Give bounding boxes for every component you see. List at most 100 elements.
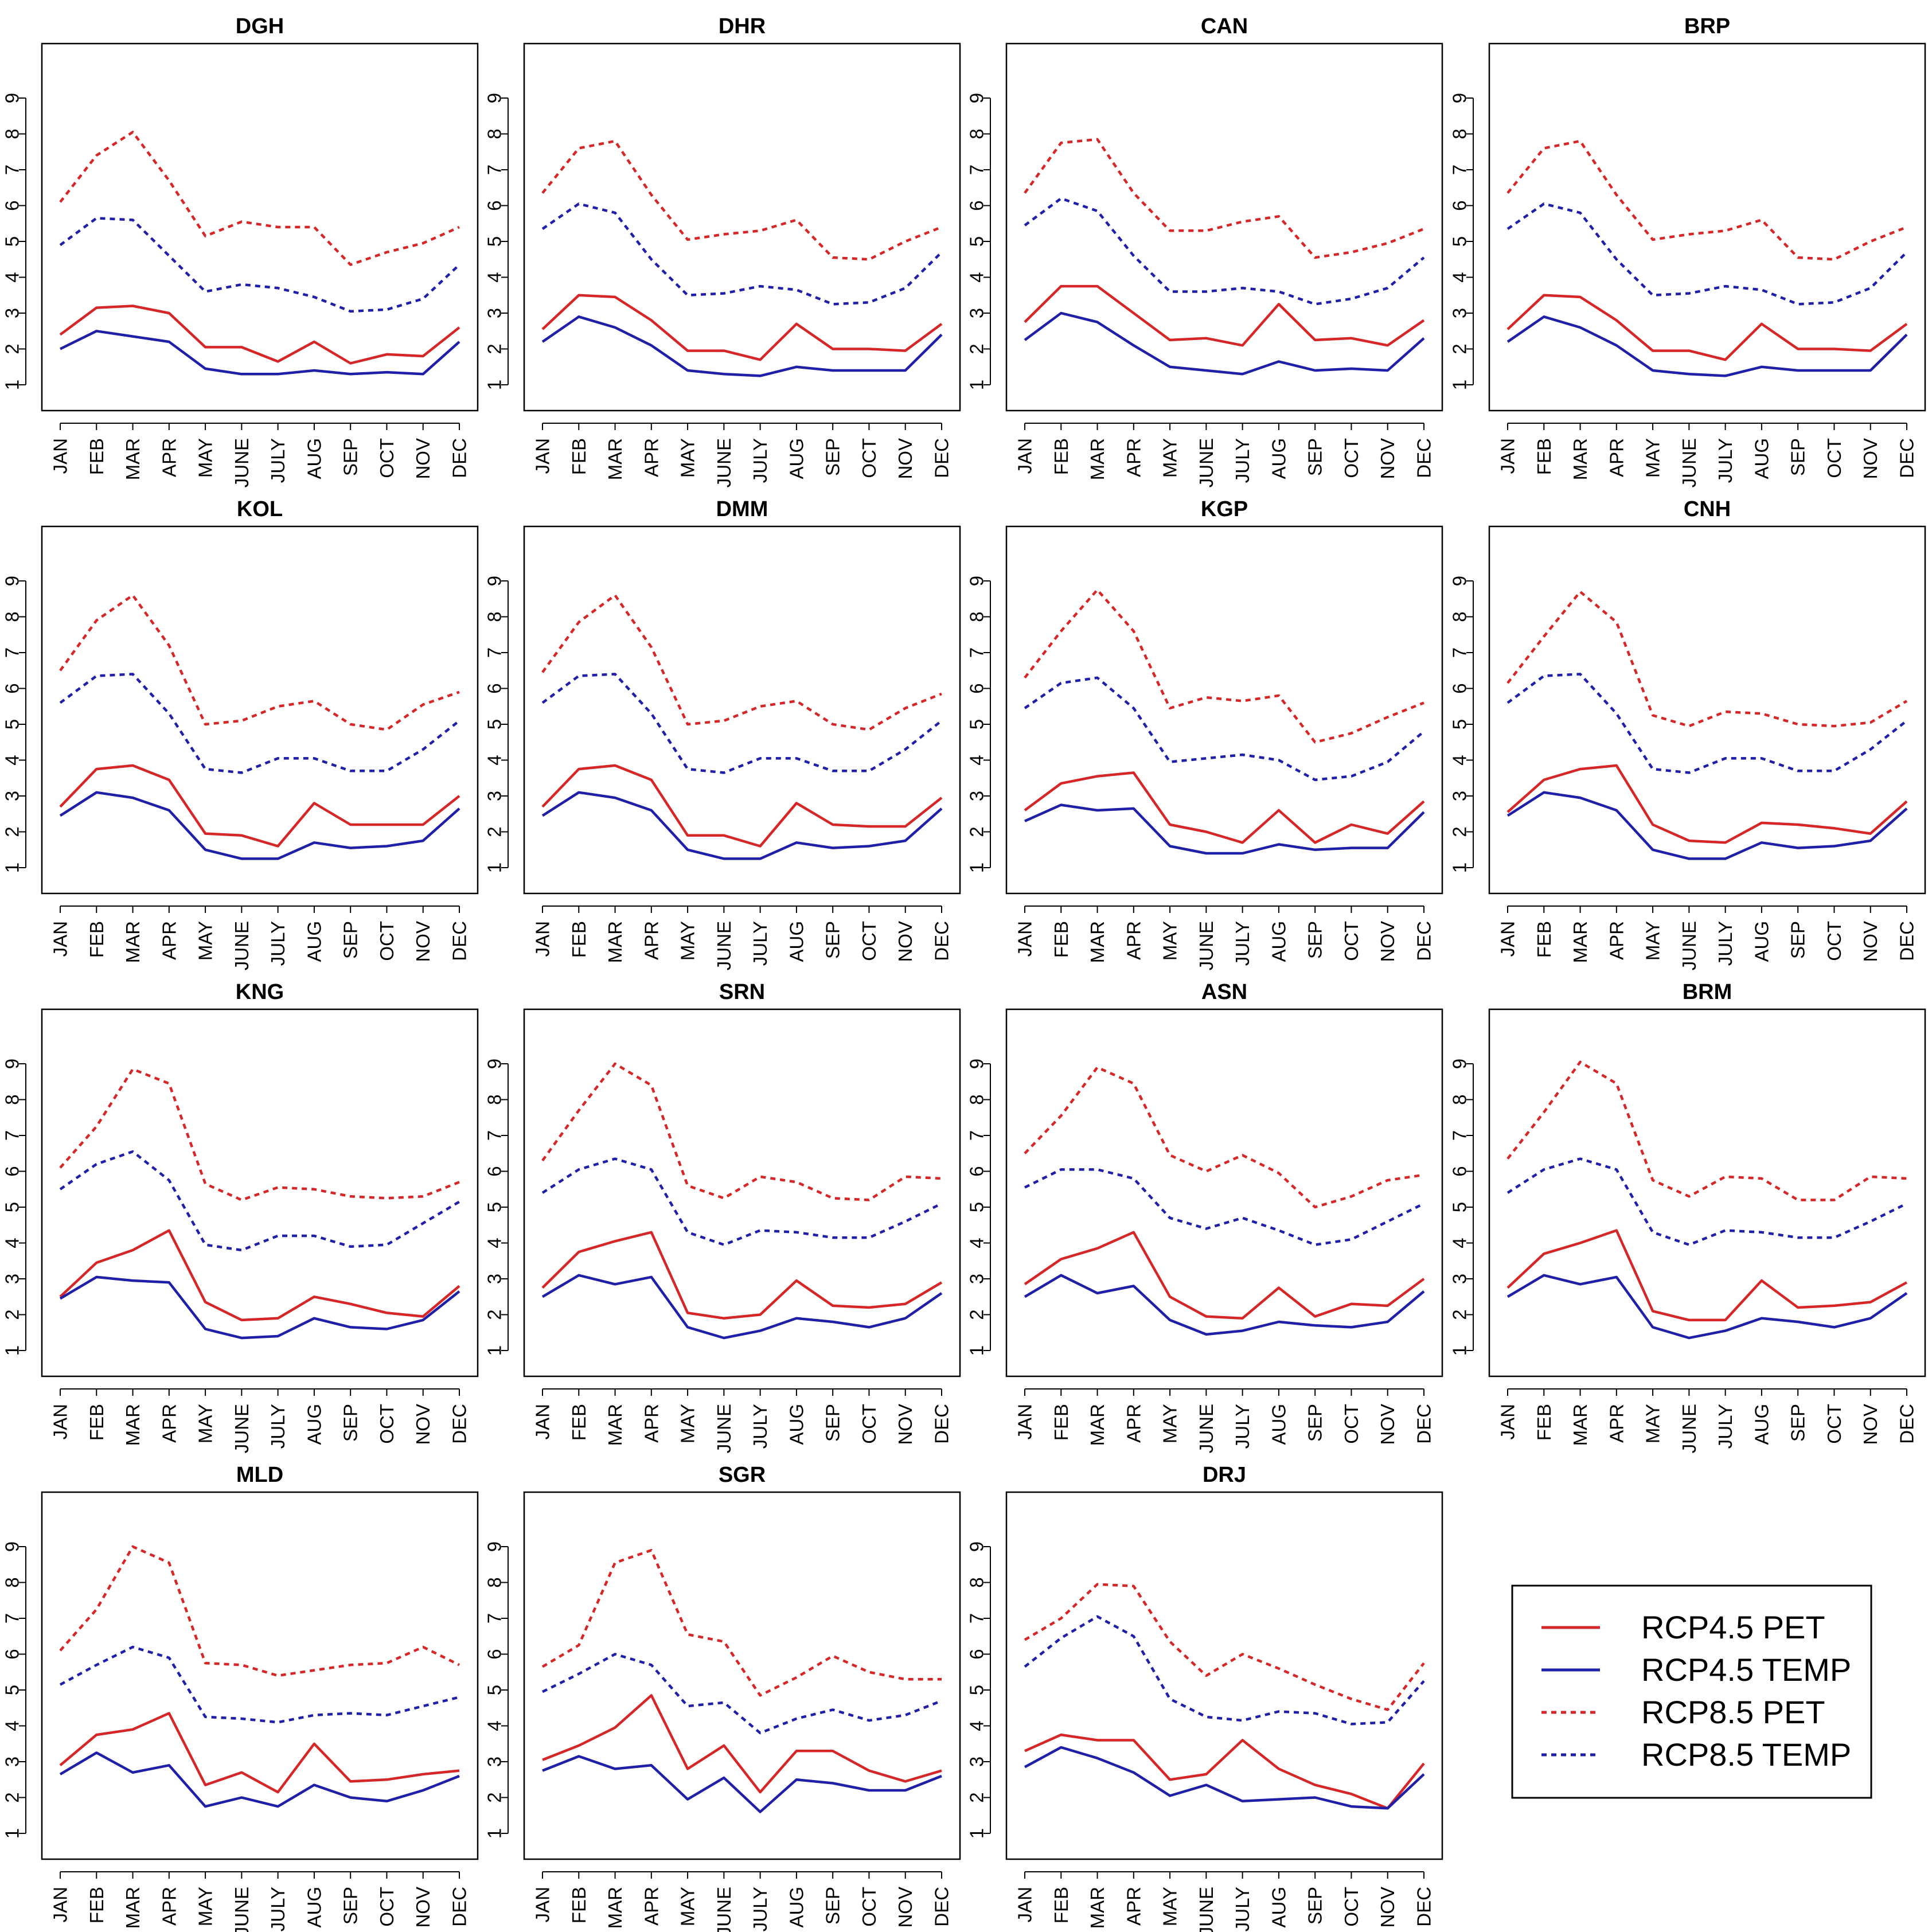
- x-tick-label-kol: SEP: [340, 921, 361, 959]
- x-tick-label-can: SEP: [1305, 438, 1326, 476]
- panels-group: DGH 1 2 3 4 5 6 7 8 9 JAN FEB MAR APR MAY JUNE JULY AUG SE…: [2, 14, 1926, 1932]
- x-tick-label-kol: JAN: [50, 921, 71, 957]
- y-tick-label-brm: 8: [1449, 1094, 1470, 1104]
- x-tick-label-brp: SEP: [1787, 438, 1809, 476]
- series-line-temp85-dhr: [541, 202, 943, 306]
- x-tick-label-kgp: DEC: [1414, 921, 1435, 961]
- panel-cnh: CNH 1 2 3 4 5 6 7 8 9 JAN FEB MAR APR MAY JUNE JULY AUG SE…: [1449, 497, 1926, 970]
- y-tick-label-sgr: 6: [484, 1649, 505, 1659]
- x-tick-label-drj: NOV: [1377, 1887, 1398, 1928]
- y-tick-label-dhr: 4: [484, 272, 505, 282]
- x-tick-label-brm: JULY: [1715, 1404, 1736, 1449]
- y-tick-label-can: 2: [966, 344, 988, 354]
- plot-frame-cnh: [1488, 525, 1926, 895]
- y-tick-label-cnh: 5: [1449, 719, 1470, 729]
- y-tick-label-kng: 2: [2, 1309, 23, 1320]
- x-tick-label-kng: DEC: [449, 1404, 470, 1444]
- x-tick-label-kng: MAR: [122, 1404, 143, 1446]
- series-line-pet85-drj: [1024, 1583, 1425, 1711]
- x-tick-label-kng: JAN: [50, 1404, 71, 1439]
- x-tick-label-dmm: JUNE: [713, 921, 735, 970]
- y-tick-label-kgp: 5: [966, 719, 988, 729]
- series-line-temp85-sgr: [542, 1653, 942, 1735]
- panel-dhr: DHR 1 2 3 4 5 6 7 8 9 JAN FEB MAR APR MAY JUNE JULY AUG SE…: [484, 14, 961, 487]
- x-tick-label-kng: NOV: [412, 1404, 434, 1445]
- series-line-pet45-dgh: [59, 305, 460, 365]
- y-tick-label-sgr: 9: [484, 1541, 505, 1552]
- panel-title-sgr: SGR: [719, 1463, 766, 1487]
- y-tick-label-dmm: 6: [484, 683, 505, 693]
- y-tick-label-kgp: 6: [966, 683, 988, 693]
- x-tick-label-asn: MAY: [1160, 1404, 1181, 1443]
- y-tick-label-cnh: 9: [1449, 576, 1470, 586]
- y-tick-label-sgr: 4: [484, 1720, 505, 1731]
- y-tick-label-dgh: 5: [2, 236, 23, 247]
- panel-title-brm: BRM: [1683, 980, 1732, 1004]
- x-tick-label-brp: AUG: [1751, 438, 1772, 479]
- series-line-pet45-kol: [59, 764, 460, 848]
- x-tick-label-can: DEC: [1414, 438, 1435, 478]
- y-tick-label-asn: 8: [966, 1094, 988, 1104]
- y-tick-label-kng: 3: [2, 1274, 23, 1284]
- panel-title-drj: DRJ: [1203, 1463, 1246, 1487]
- y-tick-label-drj: 3: [966, 1757, 988, 1767]
- x-tick-label-drj: JAN: [1014, 1887, 1036, 1922]
- y-tick-label-sgr: 8: [484, 1577, 505, 1587]
- y-tick-label-brp: 3: [1449, 308, 1470, 318]
- series-line-pet85-kgp: [1024, 588, 1424, 744]
- series-line-temp45-srn: [541, 1274, 943, 1340]
- series-line-pet85-can: [1024, 138, 1424, 259]
- series-line-temp45-dgh: [60, 330, 460, 376]
- y-tick-label-dgh: 9: [2, 93, 23, 103]
- series-line-pet85-dmm: [541, 594, 942, 731]
- y-tick-label-dgh: 6: [2, 200, 23, 210]
- x-tick-label-kol: JULY: [267, 921, 288, 966]
- x-tick-label-cnh: APR: [1606, 921, 1627, 960]
- x-tick-label-kgp: MAR: [1087, 921, 1108, 963]
- y-tick-label-brm: 3: [1449, 1274, 1470, 1284]
- x-tick-label-kol: DEC: [449, 921, 470, 961]
- series-line-temp85-brp: [1506, 202, 1908, 306]
- y-tick-label-cnh: 1: [1449, 862, 1470, 873]
- y-tick-label-dhr: 5: [484, 236, 505, 247]
- x-tick-label-kol: APR: [158, 921, 179, 960]
- x-tick-label-brp: JULY: [1715, 438, 1736, 483]
- y-tick-label-brp: 9: [1449, 93, 1470, 103]
- y-tick-label-can: 4: [966, 272, 988, 282]
- x-tick-label-kng: JULY: [267, 1404, 288, 1449]
- x-tick-label-sgr: SEP: [822, 1887, 844, 1925]
- y-tick-label-brp: 8: [1449, 128, 1470, 139]
- x-tick-label-kol: MAY: [195, 921, 216, 961]
- series-line-pet85-kng: [59, 1068, 460, 1201]
- x-tick-label-srn: FEB: [568, 1404, 590, 1441]
- x-tick-label-kgp: AUG: [1268, 921, 1289, 962]
- panel-brm: BRM 1 2 3 4 5 6 7 8 9 JAN FEB MAR APR MAY JUNE JULY AUG SE…: [1449, 980, 1926, 1453]
- x-tick-label-dhr: OCT: [858, 438, 880, 478]
- x-tick-label-dmm: DEC: [931, 921, 953, 961]
- panel-title-asn: ASN: [1201, 980, 1247, 1004]
- series-line-temp85-dgh: [59, 217, 460, 313]
- y-tick-label-mld: 8: [2, 1577, 23, 1587]
- panel-title-can: CAN: [1201, 14, 1248, 38]
- y-tick-label-dmm: 5: [484, 719, 505, 729]
- y-tick-label-brp: 5: [1449, 236, 1470, 247]
- panel-asn: ASN 1 2 3 4 5 6 7 8 9 JAN FEB MAR APR MAY JUNE JULY AUG SE…: [966, 980, 1443, 1453]
- series-line-pet85-sgr: [541, 1549, 942, 1697]
- x-tick-label-dmm: MAR: [604, 921, 626, 963]
- x-tick-label-can: AUG: [1268, 438, 1289, 479]
- x-tick-label-kol: AUG: [303, 921, 325, 962]
- x-tick-label-dgh: DEC: [449, 438, 470, 478]
- y-tick-label-kgp: 9: [966, 576, 988, 586]
- x-tick-label-asn: AUG: [1268, 1404, 1289, 1445]
- x-tick-label-asn: MAR: [1087, 1404, 1108, 1446]
- x-tick-label-srn: JAN: [532, 1404, 553, 1439]
- y-tick-label-kng: 1: [2, 1345, 23, 1356]
- y-tick-label-drj: 8: [966, 1577, 988, 1587]
- y-tick-label-can: 7: [966, 165, 988, 175]
- x-tick-label-mld: DEC: [449, 1887, 470, 1927]
- y-tick-label-srn: 8: [484, 1094, 505, 1104]
- y-tick-label-kol: 7: [2, 647, 23, 658]
- x-tick-label-dhr: NOV: [895, 438, 916, 479]
- panel-title-mld: MLD: [236, 1463, 283, 1487]
